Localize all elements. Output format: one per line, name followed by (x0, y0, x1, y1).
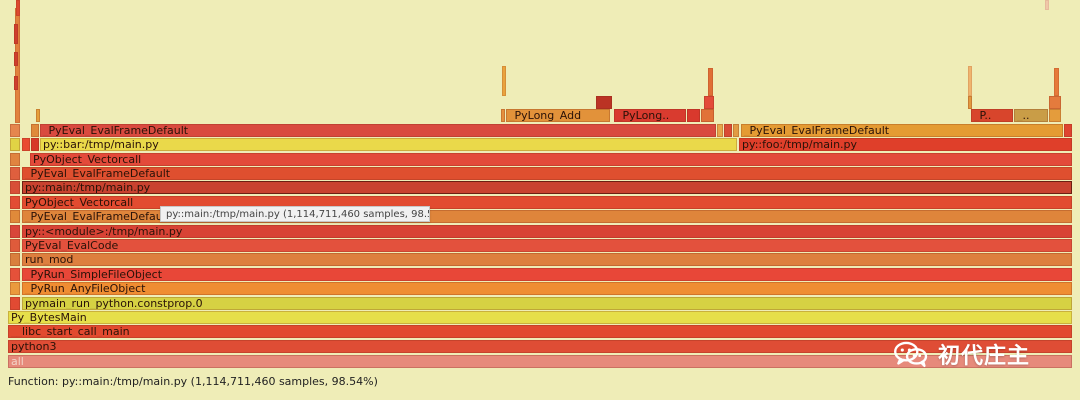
flame-frame-pyobject-vectorcall-inner[interactable]: PyObject_Vectorcall (30, 153, 1072, 166)
flame-frame-foo-underscore-truncated[interactable]: _.. (1014, 109, 1048, 122)
flame-small-frame[interactable] (10, 297, 20, 310)
flame-frame-libc-start-call-main[interactable]: __libc_start_call_main (8, 325, 1072, 338)
frame-tooltip: py::main:/tmp/main.py (1,114,711,460 sam… (160, 206, 430, 222)
flame-frame-py-bytesmain[interactable]: Py_BytesMain (8, 311, 1072, 324)
flame-small-frame[interactable] (10, 282, 20, 295)
flame-frame-pyrun-simplefileobject[interactable]: _PyRun_SimpleFileObject (22, 268, 1072, 281)
flame-thin-stack[interactable] (708, 68, 713, 96)
flame-frame-pyobject-vectorcall-outer[interactable]: PyObject_Vectorcall (22, 196, 1072, 209)
flame-small-frame[interactable] (10, 268, 20, 281)
flame-thin-stack[interactable] (14, 24, 18, 44)
flame-frame-all[interactable]: all (8, 355, 1072, 368)
flame-small-frame[interactable] (36, 109, 40, 122)
flame-frame-pyeval-evalcode[interactable]: PyEval_EvalCode (22, 239, 1072, 252)
flame-frame-python3[interactable]: python3 (8, 340, 1072, 353)
flame-thin-stack[interactable] (1054, 68, 1059, 96)
flame-frame-py-foo[interactable]: py::foo:/tmp/main.py (739, 138, 1072, 151)
wechat-icon (894, 341, 928, 368)
flame-thin-stack[interactable] (16, 0, 20, 16)
flame-small-frame[interactable] (1049, 96, 1061, 109)
flame-small-frame[interactable] (31, 138, 39, 151)
flame-thin-stack[interactable] (968, 66, 972, 96)
flame-small-frame[interactable] (10, 124, 20, 137)
flame-small-frame[interactable] (10, 196, 20, 209)
watermark-text: 初代庄主 (938, 344, 1031, 369)
flame-small-frame[interactable] (10, 253, 20, 266)
flame-small-frame[interactable] (10, 181, 20, 194)
flame-small-frame[interactable] (10, 225, 20, 238)
flame-small-frame[interactable] (687, 109, 700, 122)
flame-thin-stack[interactable] (502, 66, 506, 96)
flame-thin-stack[interactable] (14, 52, 18, 66)
flame-small-frame[interactable] (717, 124, 723, 137)
wechat-watermark: 初代庄主 (892, 336, 1062, 372)
flame-small-frame[interactable] (1064, 124, 1072, 137)
flame-frame-pyeval-evalframedefault-main[interactable]: _PyEval_EvalFrameDefault (22, 167, 1072, 180)
flame-small-frame[interactable] (596, 96, 612, 109)
flame-small-frame[interactable] (1049, 109, 1061, 122)
flame-frame-bar-evalframedefault[interactable]: _PyEval_EvalFrameDefault (40, 124, 716, 137)
flame-frame-foo-evalframedefault[interactable]: _PyEval_EvalFrameDefault (741, 124, 1063, 137)
flame-frame-pyrun-anyfileobject[interactable]: _PyRun_AnyFileObject (22, 282, 1072, 295)
flame-small-frame[interactable] (10, 138, 20, 151)
flame-frame-py-bar[interactable]: py::bar:/tmp/main.py (40, 138, 737, 151)
flame-frame-py-main[interactable]: py::main:/tmp/main.py (22, 181, 1072, 194)
function-status-bar: Function: py::main:/tmp/main.py (1,114,7… (8, 375, 378, 388)
flame-small-frame[interactable] (724, 124, 732, 137)
flame-small-frame[interactable] (10, 167, 20, 180)
flame-frame-pylong-truncated[interactable]: _PyLong.. (614, 109, 686, 122)
flame-small-frame[interactable] (22, 138, 30, 151)
flame-small-frame[interactable] (701, 109, 714, 122)
flame-graph[interactable]: all python3 __libc_start_call_main Py_By… (0, 0, 1080, 370)
flame-frame-pymain-run-python[interactable]: pymain_run_python.constprop.0 (22, 297, 1072, 310)
flame-frame-pylong-add[interactable]: _PyLong_Add (506, 109, 610, 122)
flame-frame-run-mod[interactable]: run_mod (22, 253, 1072, 266)
flame-small-frame[interactable] (704, 96, 714, 109)
flame-small-frame[interactable] (10, 210, 20, 223)
flame-frame-foo-p-truncated[interactable]: _P.. (971, 109, 1013, 122)
flame-small-frame[interactable] (733, 124, 739, 137)
flame-thin-stack[interactable] (14, 76, 18, 90)
flame-small-frame[interactable] (10, 239, 20, 252)
flame-frame-py-module[interactable]: py::<module>:/tmp/main.py (22, 225, 1072, 238)
flame-small-frame[interactable] (501, 109, 505, 122)
flame-thin-stack[interactable] (1045, 0, 1049, 10)
flame-small-frame[interactable] (31, 124, 39, 137)
flame-small-frame[interactable] (968, 96, 972, 109)
flame-small-frame[interactable] (10, 153, 20, 166)
